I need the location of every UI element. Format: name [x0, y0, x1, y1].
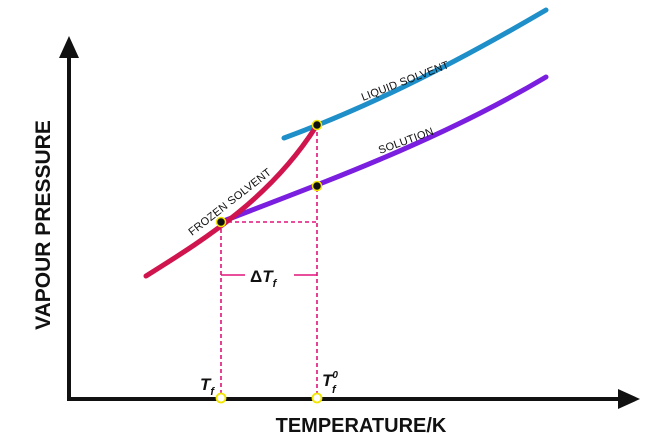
- solution-at-tf0-point: [311, 180, 323, 192]
- delta-glyph: Δ: [250, 267, 262, 286]
- frozen-solution-intersection-point: [215, 216, 227, 228]
- liquid-solvent-label: LIQUID SOLVENT: [360, 59, 451, 104]
- delta-t-glyph: T: [262, 267, 274, 286]
- tf-symbol: Tf: [200, 375, 215, 398]
- y-axis-arrowhead: [59, 36, 79, 58]
- frozen-liquid-intersection-point: [311, 119, 323, 131]
- tf-t-glyph: T: [200, 375, 212, 394]
- frozen-solvent-curve: [143, 122, 320, 279]
- x-axis-arrowhead: [618, 389, 640, 409]
- x-axis-label: TEMPERATURE/K: [276, 415, 447, 437]
- y-axis-label: VAPOUR PRESSURE: [32, 120, 55, 330]
- tf0-symbol: T0 f: [322, 370, 338, 396]
- tf0-superscript: 0: [332, 370, 338, 381]
- frozen-solvent-label: FROZEN SOLVENT: [186, 166, 274, 238]
- tf0-axis-point: [311, 392, 323, 404]
- tf-subscript: f: [210, 386, 215, 398]
- delta-tf-symbol: ΔTf: [250, 267, 278, 290]
- tf-axis-point: [215, 392, 227, 404]
- tf0-subscript: f: [332, 384, 337, 396]
- tf0-t-glyph: T: [322, 371, 334, 390]
- solution-curve: [218, 74, 549, 225]
- delta-subscript: f: [273, 278, 278, 290]
